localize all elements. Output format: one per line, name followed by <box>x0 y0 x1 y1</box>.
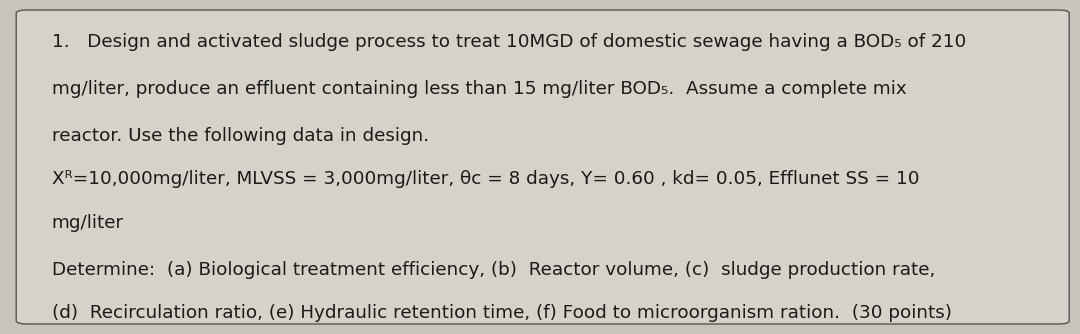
FancyBboxPatch shape <box>16 10 1069 324</box>
Text: 1.   Design and activated sludge process to treat 10MGD of domestic sewage havin: 1. Design and activated sludge process t… <box>52 33 967 51</box>
Text: reactor. Use the following data in design.: reactor. Use the following data in desig… <box>52 127 429 145</box>
Text: mg/liter, produce an effluent containing less than 15 mg/liter BOD₅.  Assume a c: mg/liter, produce an effluent containing… <box>52 80 906 98</box>
Text: Xᴿ=10,000mg/liter, MLVSS = 3,000mg/liter, θc = 8 days, Y= 0.60 , kd= 0.05, Efflu: Xᴿ=10,000mg/liter, MLVSS = 3,000mg/liter… <box>52 170 919 188</box>
Text: mg/liter: mg/liter <box>52 214 124 232</box>
Text: Determine:  (a) Biological treatment efficiency, (b)  Reactor volume, (c)  sludg: Determine: (a) Biological treatment effi… <box>52 261 935 279</box>
Text: (d)  Recirculation ratio, (e) Hydraulic retention time, (f) Food to microorganis: (d) Recirculation ratio, (e) Hydraulic r… <box>52 304 951 322</box>
